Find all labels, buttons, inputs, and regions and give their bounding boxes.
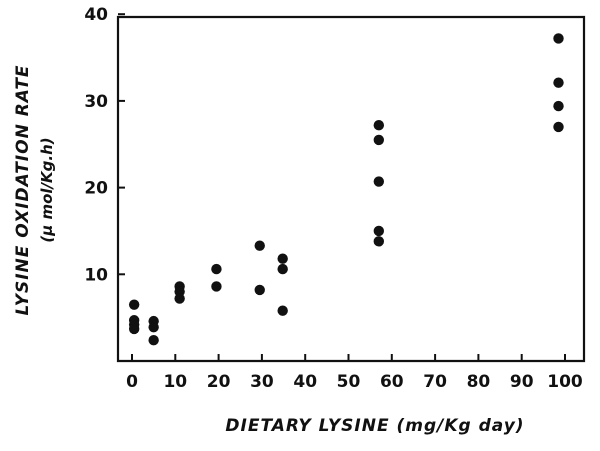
- x-tick-label: 60: [380, 372, 404, 392]
- y-axis-units: (μ mol/Kg.h): [38, 137, 56, 242]
- axis-frame: [116, 15, 586, 363]
- data-point: [128, 323, 140, 335]
- x-tick-label: 20: [207, 372, 231, 392]
- data-point: [553, 100, 564, 112]
- data-point: [553, 77, 564, 88]
- x-tick-label: 70: [423, 372, 447, 392]
- axes: [116, 15, 586, 363]
- data-points: [128, 33, 564, 346]
- data-point: [254, 284, 265, 296]
- data-point: [277, 263, 288, 275]
- data-point: [211, 263, 222, 275]
- y-tick-label: 20: [84, 179, 108, 199]
- data-point: [553, 33, 564, 44]
- data-point: [254, 240, 265, 251]
- x-axis-ticks: 0 10 20 30 40 50 60 70 80 90 100: [126, 354, 583, 392]
- x-tick-label: 100: [547, 372, 583, 392]
- data-point: [373, 134, 385, 146]
- y-tick-label: 10: [84, 265, 108, 285]
- data-point: [128, 299, 140, 310]
- y-tick-label: 40: [84, 5, 108, 25]
- data-point: [373, 176, 385, 187]
- data-point: [277, 253, 288, 264]
- data-point: [174, 293, 185, 304]
- data-point: [277, 305, 288, 316]
- x-tick-label: 80: [467, 372, 491, 392]
- x-tick-label: 50: [337, 372, 361, 392]
- y-axis-title: LYSINE OXIDATION RATE: [13, 64, 33, 315]
- x-tick-label: 90: [510, 372, 534, 392]
- data-point: [148, 334, 159, 346]
- data-point: [148, 321, 159, 333]
- y-axis-units-group: (μ mol/Kg.h): [38, 137, 56, 242]
- data-point: [211, 281, 222, 292]
- y-axis-title-group: LYSINE OXIDATION RATE: [13, 64, 33, 315]
- y-axis-ticks: 10 20 30 40: [84, 5, 125, 285]
- data-point: [553, 121, 564, 133]
- data-point: [373, 119, 385, 131]
- x-tick-label: 0: [126, 372, 138, 392]
- x-tick-label: 30: [250, 372, 274, 392]
- x-tick-label: 10: [163, 372, 187, 392]
- data-point: [373, 236, 385, 247]
- x-tick-label: 40: [293, 372, 317, 392]
- data-point: [373, 225, 385, 237]
- y-tick-label: 30: [84, 92, 108, 112]
- x-axis-title: DIETARY LYSINE (mg/Kg day): [225, 416, 524, 436]
